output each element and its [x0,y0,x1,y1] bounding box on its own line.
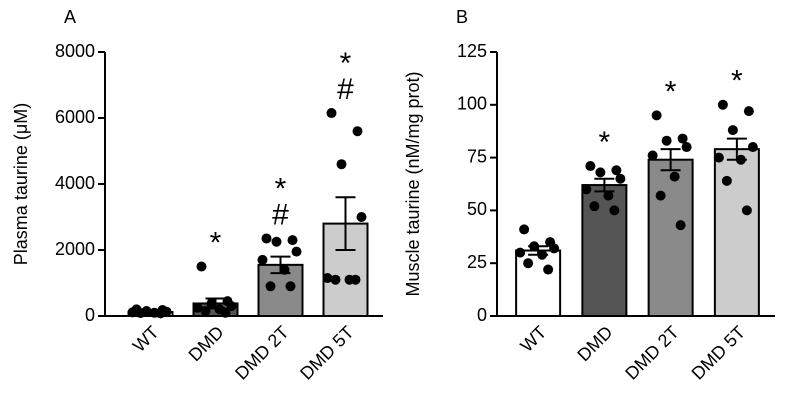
data-point [581,184,592,195]
panel-label: A [64,7,76,27]
data-point [523,258,534,269]
data-point [717,99,728,110]
data-point [350,274,361,285]
y-tick-label: 125 [457,41,487,61]
x-tick-label: WT [129,322,163,356]
data-point [611,165,622,176]
data-point [127,307,138,318]
data-point [271,236,282,247]
y-tick-label: 0 [85,305,95,325]
data-point [220,307,231,318]
y-tick-label: 0 [477,305,487,325]
x-tick-label: WT [516,322,550,356]
data-point [713,152,724,163]
significance-mark: # [337,73,354,106]
y-tick-label: 8000 [55,41,95,61]
significance-mark: * [210,226,222,259]
data-point [135,308,146,319]
data-point [155,308,166,319]
y-tick-label: 50 [467,199,487,219]
data-point [192,302,203,313]
y-tick-label: 100 [457,94,487,114]
bar [647,158,694,317]
data-point [615,173,626,184]
data-point [681,142,692,153]
data-point [741,205,752,216]
data-point [589,201,600,212]
data-point [743,106,754,117]
y-tick-label: 4000 [55,173,95,193]
y-tick-label: 25 [467,252,487,272]
data-point [537,249,548,260]
data-point [549,243,560,254]
data-point [727,125,738,136]
data-point [515,247,526,258]
data-point [279,264,290,275]
bar [515,249,562,317]
data-point [196,261,207,272]
significance-mark: * [731,65,743,98]
significance-mark: # [272,198,289,231]
data-point [330,274,341,285]
data-point [257,254,268,265]
data-point [585,161,596,172]
significance-mark: * [665,75,677,108]
panel-label: B [456,7,468,27]
x-tick-label: DMD 5T [688,322,750,384]
y-axis-label: Plasma taurine (μM) [11,103,31,265]
bar [581,184,628,317]
data-point [287,235,298,246]
data-point [655,190,666,201]
data-point [291,246,302,257]
y-tick-label: 75 [467,146,487,166]
data-point [677,133,688,144]
data-point [747,142,758,153]
significance-mark: * [599,126,611,159]
x-tick-label: DMD [573,322,616,365]
significance-mark: * [275,172,287,205]
data-point [661,135,672,146]
x-tick-label: DMD 2T [231,322,293,384]
data-point [669,171,680,182]
data-point [261,233,272,244]
data-point [529,241,540,252]
data-point [603,190,614,201]
data-point [595,167,606,178]
data-point [543,264,554,275]
data-point [675,220,686,231]
data-point [647,150,658,161]
data-point [519,224,530,235]
x-tick-label: DMD [185,322,228,365]
data-point [206,298,217,309]
data-point [735,154,746,165]
data-point [651,110,662,121]
significance-mark: * [340,47,352,80]
y-tick-label: 2000 [55,239,95,259]
data-point [721,175,732,186]
data-point [609,205,620,216]
data-point [265,281,276,292]
data-point [356,212,367,222]
y-tick-label: 6000 [55,107,95,127]
data-point [226,301,237,312]
x-tick-label: DMD 2T [621,322,683,384]
data-point [322,273,333,284]
data-point [285,281,296,292]
data-point [326,108,337,119]
y-axis-label: Muscle taurine (nM/mg prot) [403,71,423,296]
data-point [336,159,347,170]
x-tick-label: DMD 5T [296,322,358,384]
bar [713,148,760,317]
data-point [200,306,211,317]
data-point [352,126,363,137]
